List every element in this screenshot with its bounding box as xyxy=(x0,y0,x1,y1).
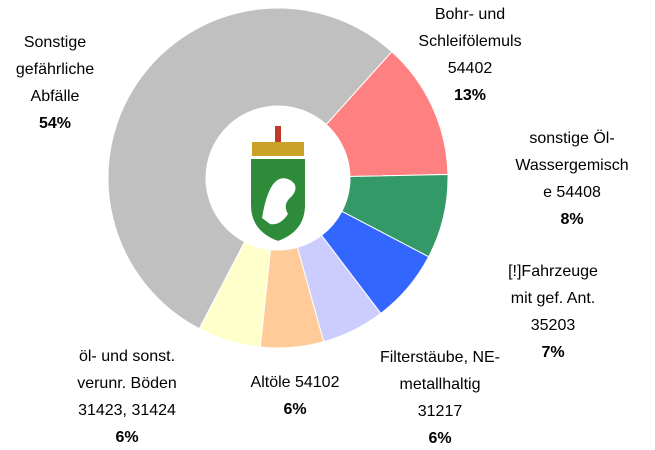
value-label: 54% xyxy=(39,115,71,132)
slice-label: gefährliche xyxy=(16,61,94,78)
slice-label: Abfälle xyxy=(31,88,80,105)
slice-label: 31423, 31424 xyxy=(78,402,176,419)
slice-label: metallhaltig xyxy=(400,376,481,393)
slice-label: mit gef. Ant. xyxy=(511,290,595,307)
value-label: 6% xyxy=(115,429,138,446)
value-label: 8% xyxy=(560,211,583,228)
value-label: 7% xyxy=(541,344,564,361)
slice-label: Filterstäube, NE- xyxy=(380,349,500,366)
slice-label: Altöle 54102 xyxy=(251,374,340,391)
slice-label: 31217 xyxy=(418,403,463,420)
slice-label: verunr. Böden xyxy=(77,375,177,392)
value-label: 6% xyxy=(283,401,306,418)
slices xyxy=(107,7,449,349)
slice xyxy=(107,7,393,330)
logo xyxy=(249,126,307,244)
slice-label: Schleifölemuls xyxy=(418,33,521,50)
slice-label: [!]Fahrzeuge xyxy=(508,263,598,280)
value-label: 6% xyxy=(428,430,451,447)
slice-label: Wassergemisch xyxy=(515,157,628,174)
slice-label: 35203 xyxy=(531,317,576,334)
slice-label: öl- und sonst. xyxy=(79,348,175,365)
slice-label: e 54408 xyxy=(543,184,601,201)
slice-label: sonstige Öl- xyxy=(529,129,614,147)
value-label: 13% xyxy=(454,87,486,104)
slice-label: Bohr- und xyxy=(435,6,505,23)
slice-label: 54402 xyxy=(448,60,493,77)
slice-label: Sonstige xyxy=(24,34,86,51)
